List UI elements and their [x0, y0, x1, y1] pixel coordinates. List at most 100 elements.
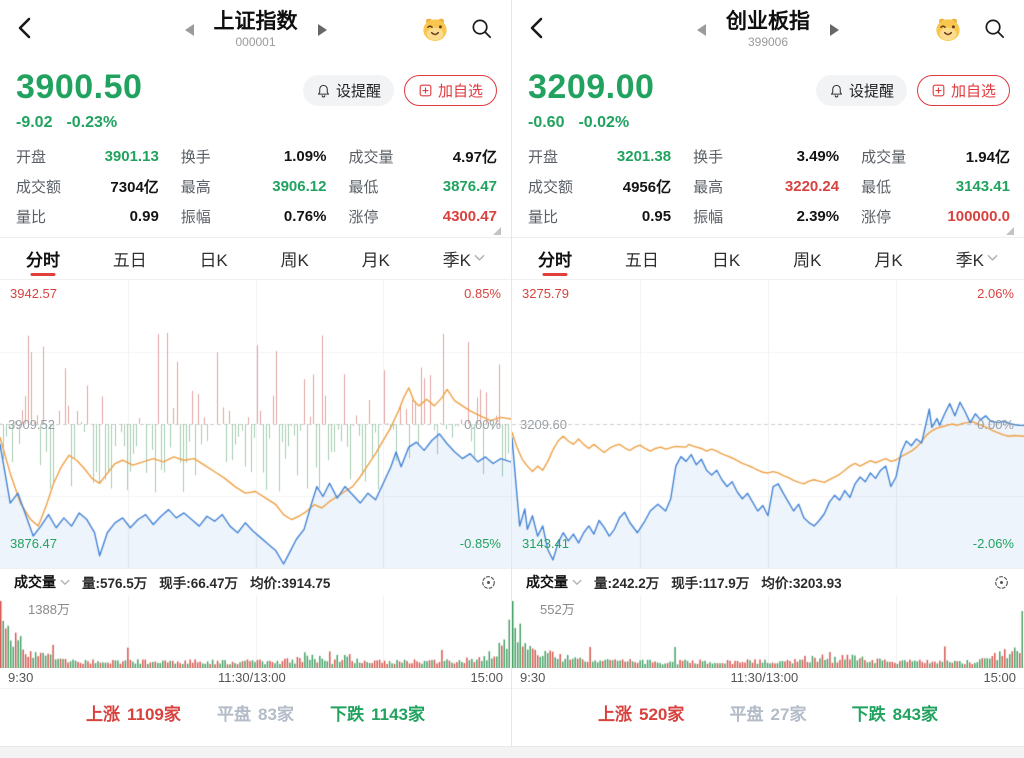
axis-midday-time: 11:30/13:00 [730, 670, 799, 686]
nav-actions [420, 13, 511, 42]
volume-chart-area: 552万 [512, 595, 1024, 668]
next-index-arrow-icon[interactable] [830, 23, 839, 36]
bell-icon [830, 84, 842, 97]
index-price: 3209.00 [528, 68, 655, 106]
avg-price-stat: 均价:3203.93 [761, 576, 842, 592]
price-change-pct: -0.23% [66, 113, 118, 131]
add-watchlist-button[interactable]: 加自选 [403, 75, 497, 106]
tab-monthly-k[interactable]: 月K [874, 250, 903, 270]
tab-five-day[interactable]: 五日 [112, 250, 147, 270]
indicator-bar: 成交量 量:576.5万 现手:66.47万 均价:3914.75 [0, 567, 511, 596]
tab-timeshare[interactable]: 分时 [538, 238, 572, 279]
chart-midline-pct-label: 0.00% [977, 416, 1014, 432]
stat-volume: 成交量 4.97亿 [348, 148, 497, 166]
breadth-unchanged[interactable]: 平盘 27家 [729, 704, 807, 724]
settings-gear-icon[interactable] [480, 574, 497, 591]
mascot-icon[interactable] [420, 15, 450, 42]
back-button[interactable] [14, 13, 36, 43]
nav-bar: 上证指数 000001 [0, 0, 511, 58]
prev-index-arrow-icon[interactable] [697, 23, 706, 36]
expand-stats-icon[interactable] [1006, 226, 1014, 235]
axis-close-time: 15:00 [470, 670, 503, 686]
axis-open-time: 9:30 [8, 670, 34, 686]
volume-canvas[interactable] [0, 595, 511, 668]
plus-box-icon [419, 84, 432, 97]
volume-chart-area: 1388万 [0, 595, 511, 668]
index-code: 399006 [747, 35, 789, 50]
bell-icon [317, 84, 329, 97]
breadth-decliners[interactable]: 下跌 843家 [851, 704, 938, 724]
indicator-selector[interactable]: 成交量 [526, 572, 582, 592]
stat-volume-ratio: 量比 0.99 [16, 207, 159, 226]
tab-weekly-k[interactable]: 周K [793, 250, 822, 270]
time-axis: 9:30 11:30/13:00 15:00 [0, 668, 511, 688]
tab-daily-k[interactable]: 日K [711, 250, 741, 270]
prev-index-arrow-icon[interactable] [184, 23, 194, 36]
period-tabs: 分时 五日 日K 周K 月K 季K [0, 236, 511, 280]
breadth-unchanged[interactable]: 平盘 83家 [217, 704, 294, 724]
chart-high-pct-label: 2.06% [977, 285, 1014, 301]
next-index-arrow-icon[interactable] [317, 23, 327, 36]
stat-limit-up: 涨停 100000.0 [861, 207, 1010, 226]
stat-amplitude: 振幅 0.76% [180, 207, 327, 226]
price-change-pct: -0.02% [578, 113, 630, 131]
stat-low: 最低 3876.47 [348, 177, 497, 196]
tab-timeshare[interactable]: 分时 [26, 238, 60, 279]
set-alert-button[interactable]: 设提醒 [302, 75, 394, 106]
stat-turnover-rate: 换手 3.49% [693, 147, 840, 166]
indicator-bar: 成交量 量:242.2万 现手:117.9万 均价:3203.93 [512, 567, 1024, 596]
stat-low: 最低 3143.41 [861, 177, 1010, 196]
tab-weekly-k[interactable]: 周K [280, 250, 309, 270]
index-panel-shanghai: 上证指数 000001 [0, 0, 512, 746]
expand-stats-icon[interactable] [493, 226, 501, 235]
axis-open-time: 9:30 [520, 670, 546, 686]
chart-low-pct-label: -2.06% [972, 535, 1014, 551]
avg-price-stat: 均价:3914.75 [250, 576, 331, 592]
index-code: 000001 [235, 35, 276, 50]
index-price: 3900.50 [16, 68, 143, 106]
indicator-selector[interactable]: 成交量 [14, 572, 70, 592]
stat-amount: 成交额 7304亿 [16, 178, 159, 196]
plus-box-icon [932, 84, 945, 97]
tab-monthly-k[interactable]: 月K [361, 250, 390, 270]
settings-gear-icon[interactable] [993, 574, 1010, 591]
chevron-down-icon [987, 255, 998, 262]
back-button[interactable] [526, 13, 548, 43]
search-icon[interactable] [470, 17, 493, 40]
breadth-decliners[interactable]: 下跌 1143家 [330, 704, 425, 724]
market-breadth: 上涨 1109家 平盘 83家 下跌 1143家 [0, 687, 511, 736]
price-change: -0.60 [528, 113, 565, 131]
bottom-gesture-strip [0, 746, 1024, 758]
chevron-down-icon [572, 579, 582, 585]
search-icon[interactable] [983, 17, 1006, 40]
mascot-icon[interactable] [933, 15, 963, 42]
tab-five-day[interactable]: 五日 [624, 250, 659, 270]
nav-bar: 创业板指 399006 [512, 0, 1024, 58]
index-switcher: 创业板指 399006 [697, 10, 839, 49]
volume-max-label: 1388万 [28, 601, 70, 617]
tab-quarterly-k[interactable]: 季K [956, 238, 998, 279]
index-panel-chinext: 创业板指 399006 [512, 0, 1024, 746]
set-alert-button[interactable]: 设提醒 [815, 75, 907, 106]
current-hands-stat: 现手:117.9万 [671, 576, 750, 592]
stat-open: 开盘 3201.38 [528, 147, 672, 166]
chart-low-pct-label: -0.85% [459, 535, 501, 551]
price-section: 3900.50 -9.02 -0.23% 设提醒 加自选 [0, 58, 511, 132]
tab-quarterly-k[interactable]: 季K [443, 238, 485, 279]
timeshare-canvas[interactable] [0, 279, 511, 568]
chart-high-label: 3942.57 [10, 285, 57, 301]
time-axis: 9:30 11:30/13:00 15:00 [512, 668, 1024, 688]
period-tabs: 分时 五日 日K 周K 月K 季K [512, 236, 1024, 280]
breadth-advancers[interactable]: 上涨 520家 [598, 704, 685, 724]
stat-volume-ratio: 量比 0.95 [528, 207, 672, 226]
price-section: 3209.00 -0.60 -0.02% 设提醒 加自选 [512, 58, 1024, 132]
tab-daily-k[interactable]: 日K [199, 250, 228, 270]
add-watchlist-button[interactable]: 加自选 [916, 75, 1010, 106]
breadth-advancers[interactable]: 上涨 1109家 [86, 704, 181, 724]
timeshare-canvas[interactable] [512, 279, 1024, 568]
volume-max-label: 552万 [540, 601, 575, 617]
chevron-down-icon [474, 255, 485, 262]
chart-low-label: 3876.47 [10, 535, 57, 551]
volume-canvas[interactable] [512, 595, 1024, 668]
